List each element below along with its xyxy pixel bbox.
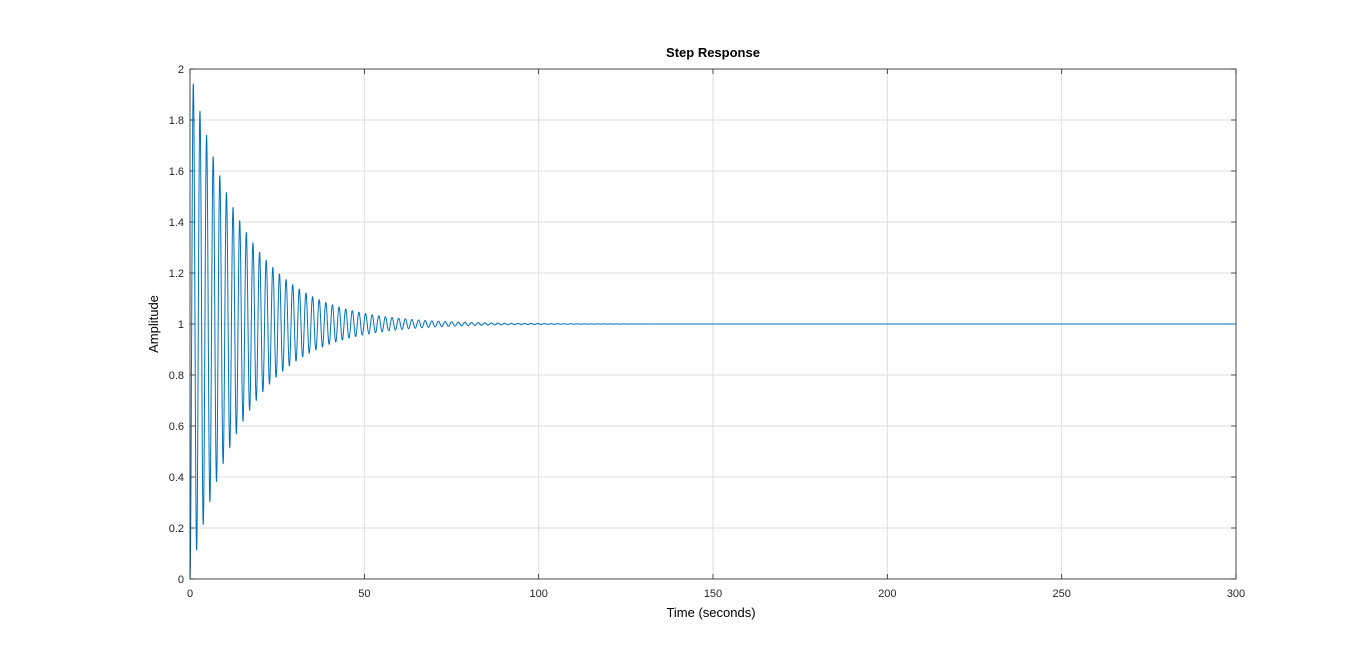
x-tick-label: 50 bbox=[358, 588, 370, 600]
y-tick-label: 2 bbox=[178, 64, 184, 76]
y-tick-label: 1 bbox=[178, 319, 184, 331]
x-tick-label: 100 bbox=[529, 588, 547, 600]
y-tick-label: 1.4 bbox=[169, 217, 184, 229]
x-tick-label: 150 bbox=[704, 588, 722, 600]
y-tick-label: 0.8 bbox=[169, 370, 184, 382]
y-tick-label: 1.2 bbox=[169, 268, 184, 280]
y-tick-label: 0 bbox=[178, 574, 184, 586]
axes-box bbox=[189, 68, 1237, 580]
y-tick-label: 0.6 bbox=[169, 421, 184, 433]
x-tick-label: 200 bbox=[878, 588, 896, 600]
x-axis-label: Time (seconds) bbox=[666, 605, 755, 620]
series-group bbox=[189, 83, 1237, 580]
x-tick-label: 0 bbox=[187, 588, 193, 600]
chart-title: Step Response bbox=[666, 45, 760, 60]
y-tick-label: 1.8 bbox=[169, 115, 184, 127]
y-tick-label: 1.6 bbox=[169, 166, 184, 178]
x-tick-labels: 0 50 100 150 200 250 300 bbox=[187, 588, 1245, 600]
step-response-line bbox=[189, 83, 1237, 580]
x-tick-label: 250 bbox=[1052, 588, 1070, 600]
y-axis-label: Amplitude bbox=[146, 295, 161, 353]
y-tick-label: 0.4 bbox=[169, 472, 184, 484]
x-tick-label: 300 bbox=[1227, 588, 1245, 600]
y-tick-labels: 0 0.2 0.4 0.6 0.8 1 1.2 1.4 1.6 1.8 2 bbox=[169, 64, 184, 586]
y-tick-label: 0.2 bbox=[169, 523, 184, 535]
